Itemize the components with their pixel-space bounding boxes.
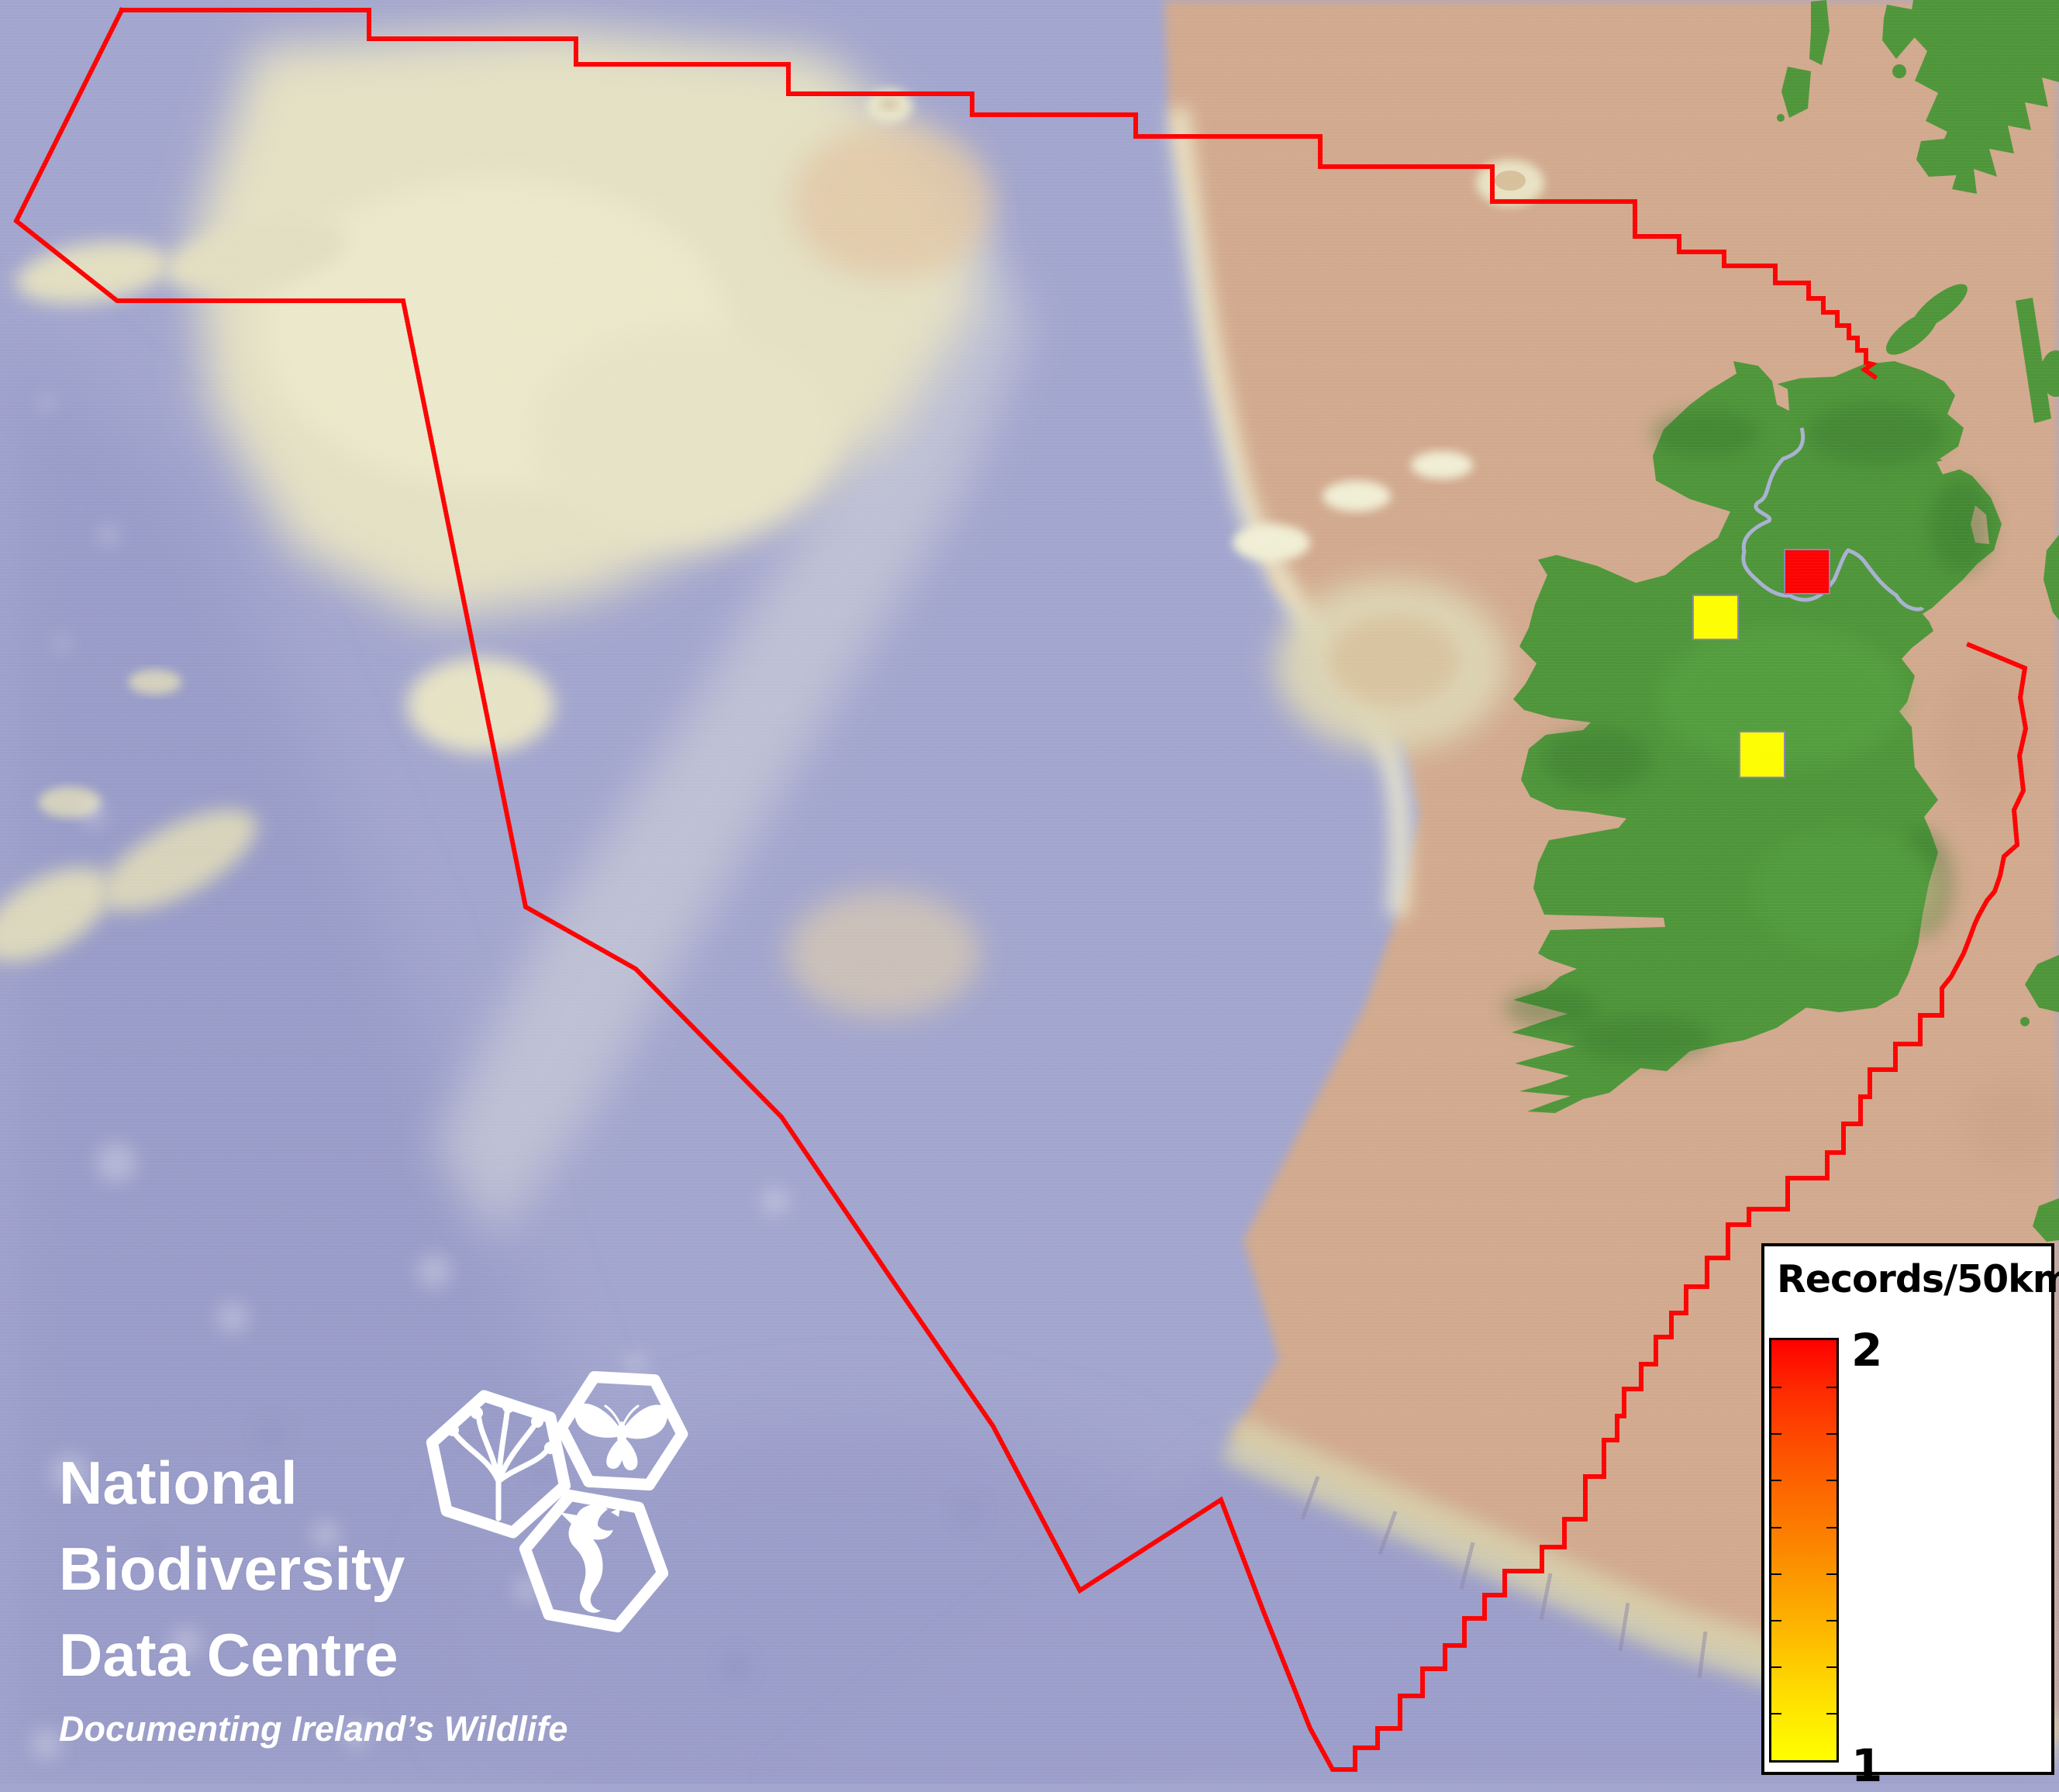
logo-line-3: Data Centre bbox=[59, 1621, 398, 1689]
colorbar-tick bbox=[1771, 1480, 1781, 1482]
logo-hexagons bbox=[426, 1371, 688, 1633]
legend-colorbar bbox=[1769, 1338, 1839, 1763]
colorbar-tick bbox=[1826, 1573, 1837, 1575]
butterfly-antennae bbox=[604, 1404, 640, 1425]
hexagon-seahorse bbox=[519, 1489, 669, 1633]
logo-line-2: Biodiversity bbox=[59, 1535, 405, 1603]
logo-line-1: National bbox=[59, 1449, 298, 1517]
colorbar-tick bbox=[1826, 1526, 1837, 1528]
plant-sprig-icon bbox=[453, 1410, 549, 1521]
hexagon-butterfly bbox=[555, 1371, 688, 1490]
colorbar-tick bbox=[1826, 1387, 1837, 1389]
colorbar-tick bbox=[1771, 1573, 1781, 1575]
logo-tagline: Documenting Ireland’s Wildlife bbox=[59, 1709, 568, 1749]
colorbar-tick bbox=[1771, 1713, 1781, 1715]
colorbar-tick bbox=[1771, 1526, 1781, 1528]
colorbar-tick bbox=[1826, 1666, 1837, 1669]
colorbar-tick bbox=[1771, 1666, 1781, 1669]
legend-panel: Records/50km 2 1 bbox=[1761, 1243, 2059, 1792]
colorbar-tick bbox=[1771, 1387, 1781, 1389]
colorbar-tick bbox=[1771, 1433, 1781, 1435]
colorbar-tick bbox=[1771, 1619, 1781, 1621]
legend-title: Records/50km bbox=[1777, 1257, 2059, 1301]
colorbar-tick bbox=[1826, 1619, 1837, 1621]
seahorse-icon bbox=[560, 1497, 620, 1613]
plant-sprig-buds bbox=[447, 1401, 557, 1454]
colorbar-tick bbox=[1826, 1433, 1837, 1435]
colorbar-tick bbox=[1826, 1713, 1837, 1715]
hexagon-plant bbox=[426, 1390, 571, 1539]
legend-max-label: 2 bbox=[1851, 1324, 1883, 1377]
colorbar-tick bbox=[1826, 1480, 1837, 1482]
nbdc-logo: National Biodiversity Data Centre Docume… bbox=[59, 1371, 688, 1749]
butterfly-icon bbox=[574, 1403, 668, 1471]
legend-min-label: 1 bbox=[1851, 1739, 1883, 1792]
